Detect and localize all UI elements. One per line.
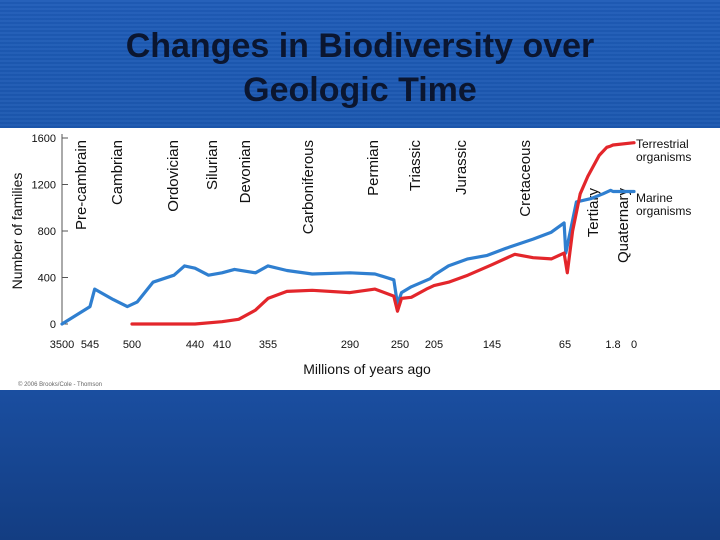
series-label-word: organisms	[636, 150, 691, 164]
x-tick-label: 355	[259, 339, 277, 351]
period-label: Triassic	[407, 140, 424, 192]
title-line-2: Geologic Time	[243, 71, 477, 109]
period-label: Pre-cambrain	[73, 140, 90, 230]
x-axis-title: Millions of years ago	[303, 361, 431, 377]
title-line-1: Changes in Biodiversity over	[125, 27, 595, 65]
y-axis-title: Number of families	[9, 173, 25, 290]
period-label: Jurassic	[453, 140, 470, 196]
y-tick-label: 400	[38, 273, 56, 285]
x-tick-label: 145	[483, 339, 501, 351]
period-label: Devonian	[237, 140, 254, 203]
period-label: Cretaceous	[517, 140, 534, 217]
series-label-terrestrial: Terrestrial organisms	[636, 137, 691, 164]
period-label: Carboniferous	[300, 140, 317, 234]
y-tick-label: 0	[50, 319, 56, 331]
slide-title: Changes in Biodiversity over Geologic Ti…	[0, 24, 720, 112]
credit-line: © 2006 Brooks/Cole - Thomson	[18, 381, 102, 388]
period-label: Ordovician	[165, 140, 182, 212]
series-label-marine: Marine organisms	[636, 191, 691, 218]
period-label: Silurian	[204, 140, 221, 190]
x-tick-label: 205	[425, 339, 443, 351]
x-tick-label: 1.8	[605, 339, 620, 351]
series-label-word: Marine	[636, 191, 673, 205]
x-tick-label: 0	[631, 339, 637, 351]
y-tick-label: 800	[38, 226, 56, 238]
y-tick-label: 1200	[32, 180, 56, 192]
terrestrial-series-line	[130, 141, 636, 326]
x-tick-label: 250	[391, 339, 409, 351]
period-label: Quaternary	[615, 188, 632, 264]
bottom-band	[0, 390, 720, 540]
series-label-word: organisms	[636, 204, 691, 218]
period-label: Permian	[365, 140, 382, 196]
x-tick-label: 3500	[50, 339, 74, 351]
x-tick-label: 545	[81, 339, 99, 351]
x-tick-label: 410	[213, 339, 231, 351]
x-tick-label: 500	[123, 339, 141, 351]
biodiversity-chart: 0 400 800 1200 1600 Number of families 3500 545…	[9, 133, 691, 388]
marine-series-line	[60, 188, 636, 326]
y-tick-label: 1600	[32, 133, 56, 145]
x-tick-label: 440	[186, 339, 204, 351]
chart-panel	[0, 128, 720, 390]
period-label: Cambrian	[109, 140, 126, 205]
x-tick-label: 290	[341, 339, 359, 351]
x-tick-label: 65	[559, 339, 571, 351]
series-label-word: Terrestrial	[636, 137, 689, 151]
